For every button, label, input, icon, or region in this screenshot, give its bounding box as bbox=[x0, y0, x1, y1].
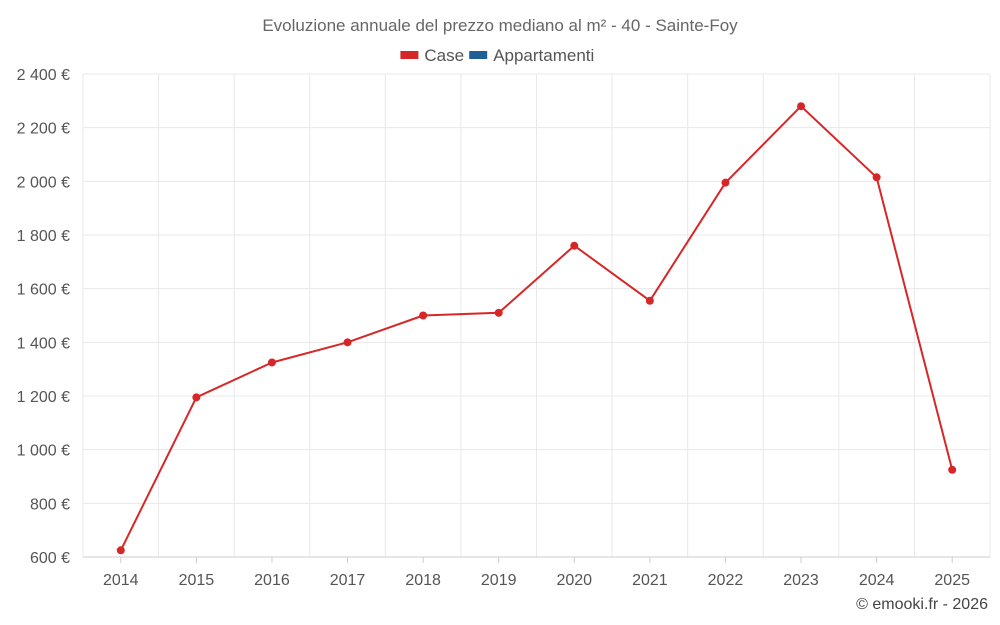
x-tick-label: 2016 bbox=[254, 572, 290, 589]
series-line-case bbox=[119, 105, 954, 551]
x-tick-label: 2014 bbox=[103, 572, 139, 589]
legend-swatch bbox=[469, 51, 488, 59]
data-point bbox=[343, 338, 352, 347]
data-point bbox=[267, 358, 276, 367]
x-tick-label: 2015 bbox=[179, 572, 215, 589]
y-tick-label: 2 400 € bbox=[17, 67, 70, 84]
x-tick-label: 2020 bbox=[556, 572, 592, 589]
y-tick-label: 800 € bbox=[30, 496, 70, 513]
y-tick-label: 1 400 € bbox=[17, 335, 70, 352]
y-tick-label: 1 200 € bbox=[17, 389, 70, 406]
data-point bbox=[116, 546, 125, 555]
y-tick-label: 1 800 € bbox=[17, 228, 70, 245]
data-point bbox=[645, 296, 654, 305]
x-tick-label: 2022 bbox=[708, 572, 744, 589]
x-gridlines bbox=[82, 74, 991, 558]
y-tick-label: 600 € bbox=[30, 550, 70, 567]
y-axis-ticks: 600 € 800 € 1 000 € 1 200 € 1 400 € 1 600 € 1 … bbox=[17, 67, 70, 567]
chart-title: Evoluzione annuale del prezzo mediano al… bbox=[262, 16, 738, 35]
legend-label: Appartamenti bbox=[493, 46, 594, 65]
x-tick-label: 2018 bbox=[405, 572, 441, 589]
data-point bbox=[570, 241, 579, 250]
data-point bbox=[948, 465, 957, 474]
legend-label: Case bbox=[424, 46, 464, 65]
x-axis-ticks: 2014 2015 2016 2017 2018 2019 2020 2021 2022 2023… bbox=[103, 557, 970, 589]
x-tick-label: 2024 bbox=[859, 572, 895, 589]
credit: © emooki.fr - 2026 bbox=[856, 596, 988, 613]
data-point bbox=[721, 178, 730, 187]
data-point bbox=[419, 311, 428, 320]
y-tick-label: 2 000 € bbox=[17, 174, 70, 191]
legend: Case Appartamenti bbox=[400, 46, 594, 65]
x-tick-label: 2017 bbox=[330, 572, 366, 589]
x-tick-label: 2023 bbox=[783, 572, 819, 589]
data-point bbox=[192, 393, 201, 402]
y-tick-label: 2 200 € bbox=[17, 121, 70, 138]
x-tick-label: 2019 bbox=[481, 572, 517, 589]
x-tick-label: 2025 bbox=[934, 572, 970, 589]
y-tick-label: 1 600 € bbox=[17, 282, 70, 299]
data-point bbox=[494, 308, 503, 317]
legend-swatch bbox=[400, 51, 419, 59]
x-tick-label: 2021 bbox=[632, 572, 668, 589]
data-point bbox=[872, 173, 881, 182]
y-tick-label: 1 000 € bbox=[17, 443, 70, 460]
series-layer bbox=[116, 102, 957, 555]
data-point bbox=[797, 102, 806, 111]
